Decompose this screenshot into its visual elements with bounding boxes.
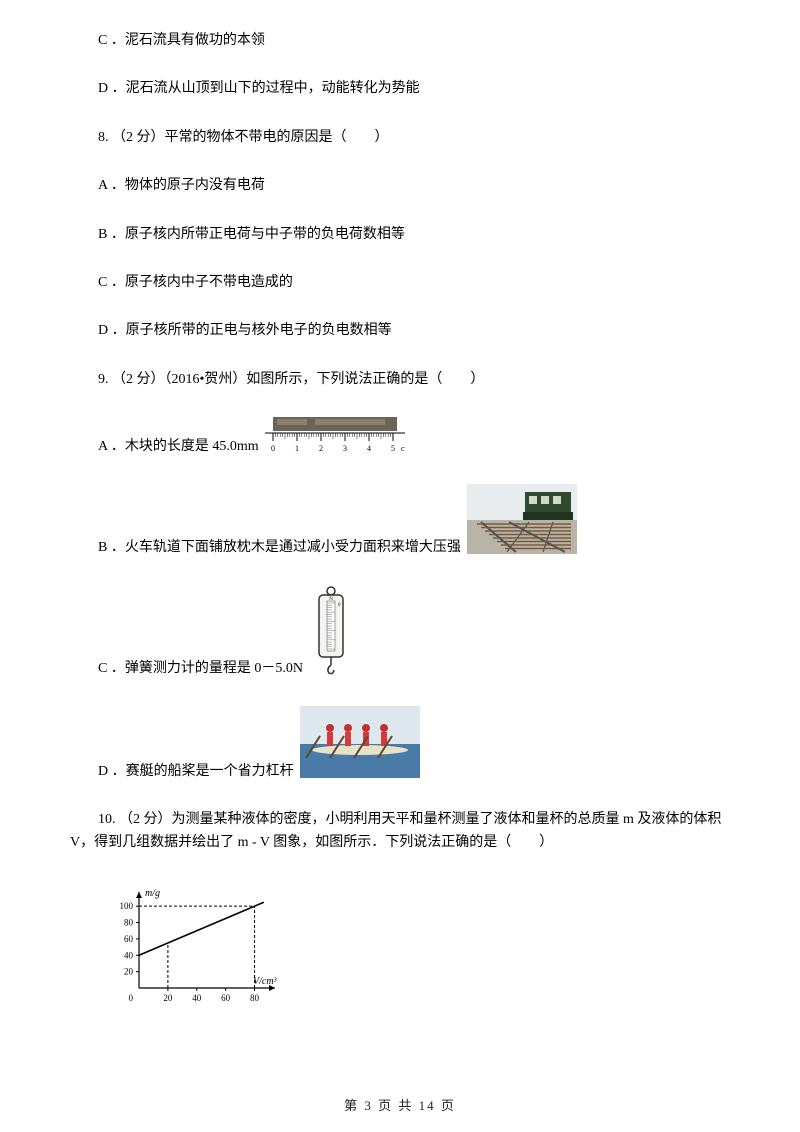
option-c-7: C ．泥石流具有做功的本领	[70, 30, 730, 52]
option-b-9: B ．火车轨道下面铺放枕木是通过减小受力面积来增大压强	[98, 537, 461, 559]
question-10: 10. （2 分）为测量某种液体的密度，小明利用天平和量杯测量了液体和量杯的总质…	[70, 809, 730, 854]
svg-text:40: 40	[124, 950, 134, 960]
svg-text:0: 0	[129, 993, 134, 1003]
option-c-9-row: C ．弹簧测力计的量程是 0－5.0N N 0	[70, 585, 730, 680]
option-a-8: A ．物体的原子内没有电荷	[70, 175, 730, 197]
rowing-image	[300, 706, 420, 783]
option-d-9: D ．赛艇的船桨是一个省力杠杆	[98, 761, 294, 783]
ruler-ticks: 0 1 2 3 4 5 cm	[271, 433, 405, 453]
page-footer: 第 3 页 共 14 页	[0, 1095, 800, 1114]
option-d-8: D ．原子核所带的正电与核外电子的负电数相等	[70, 320, 730, 342]
svg-text:3: 3	[343, 444, 347, 453]
question-9: 9. （2 分）（2016•贺州）如图所示，下列说法正确的是（ ）	[70, 369, 730, 391]
svg-text:5: 5	[391, 444, 395, 453]
option-d-9-row: D ．赛艇的船桨是一个省力杠杆	[70, 706, 730, 783]
option-a-9: A ．木块的长度是 45.0mm	[98, 436, 259, 458]
svg-text:m/g: m/g	[145, 888, 160, 899]
svg-text:0: 0	[271, 444, 275, 453]
svg-text:40: 40	[192, 993, 202, 1003]
option-b-8: B ．原子核内所带正电荷与中子带的负电荷数相等	[70, 224, 730, 246]
svg-text:cm: cm	[401, 444, 405, 453]
option-c-9: C ．弹簧测力计的量程是 0－5.0N	[98, 658, 303, 680]
spring-scale-image: N 0	[309, 585, 353, 680]
svg-text:20: 20	[124, 967, 134, 977]
svg-text:4: 4	[367, 444, 371, 453]
svg-text:20: 20	[163, 993, 173, 1003]
ruler-image: 0 1 2 3 4 5 cm	[265, 417, 405, 458]
svg-text:V/cm³: V/cm³	[253, 976, 278, 987]
option-b-9-row: B ．火车轨道下面铺放枕木是通过减小受力面积来增大压强	[70, 484, 730, 559]
option-d-7: D ．泥石流从山顶到山下的过程中，动能转化为势能	[70, 78, 730, 100]
svg-text:60: 60	[124, 934, 134, 944]
svg-text:100: 100	[120, 901, 134, 911]
svg-text:1: 1	[295, 444, 299, 453]
svg-text:60: 60	[221, 993, 231, 1003]
question-8: 8. （2 分）平常的物体不带电的原因是（ ）	[70, 127, 730, 149]
svg-text:N: N	[329, 597, 333, 602]
svg-text:80: 80	[250, 993, 259, 1003]
graph-image: 20 40 60 80 100 20 40 60 80 0 m/g V/cm³	[105, 880, 730, 1015]
train-image	[467, 484, 577, 559]
option-c-8: C ．原子核内中子不带电造成的	[70, 272, 730, 294]
option-a-9-row: A ．木块的长度是 45.0mm 0 1 2 3 4 5 cm	[70, 417, 730, 458]
svg-text:2: 2	[319, 444, 323, 453]
svg-text:80: 80	[124, 917, 134, 927]
